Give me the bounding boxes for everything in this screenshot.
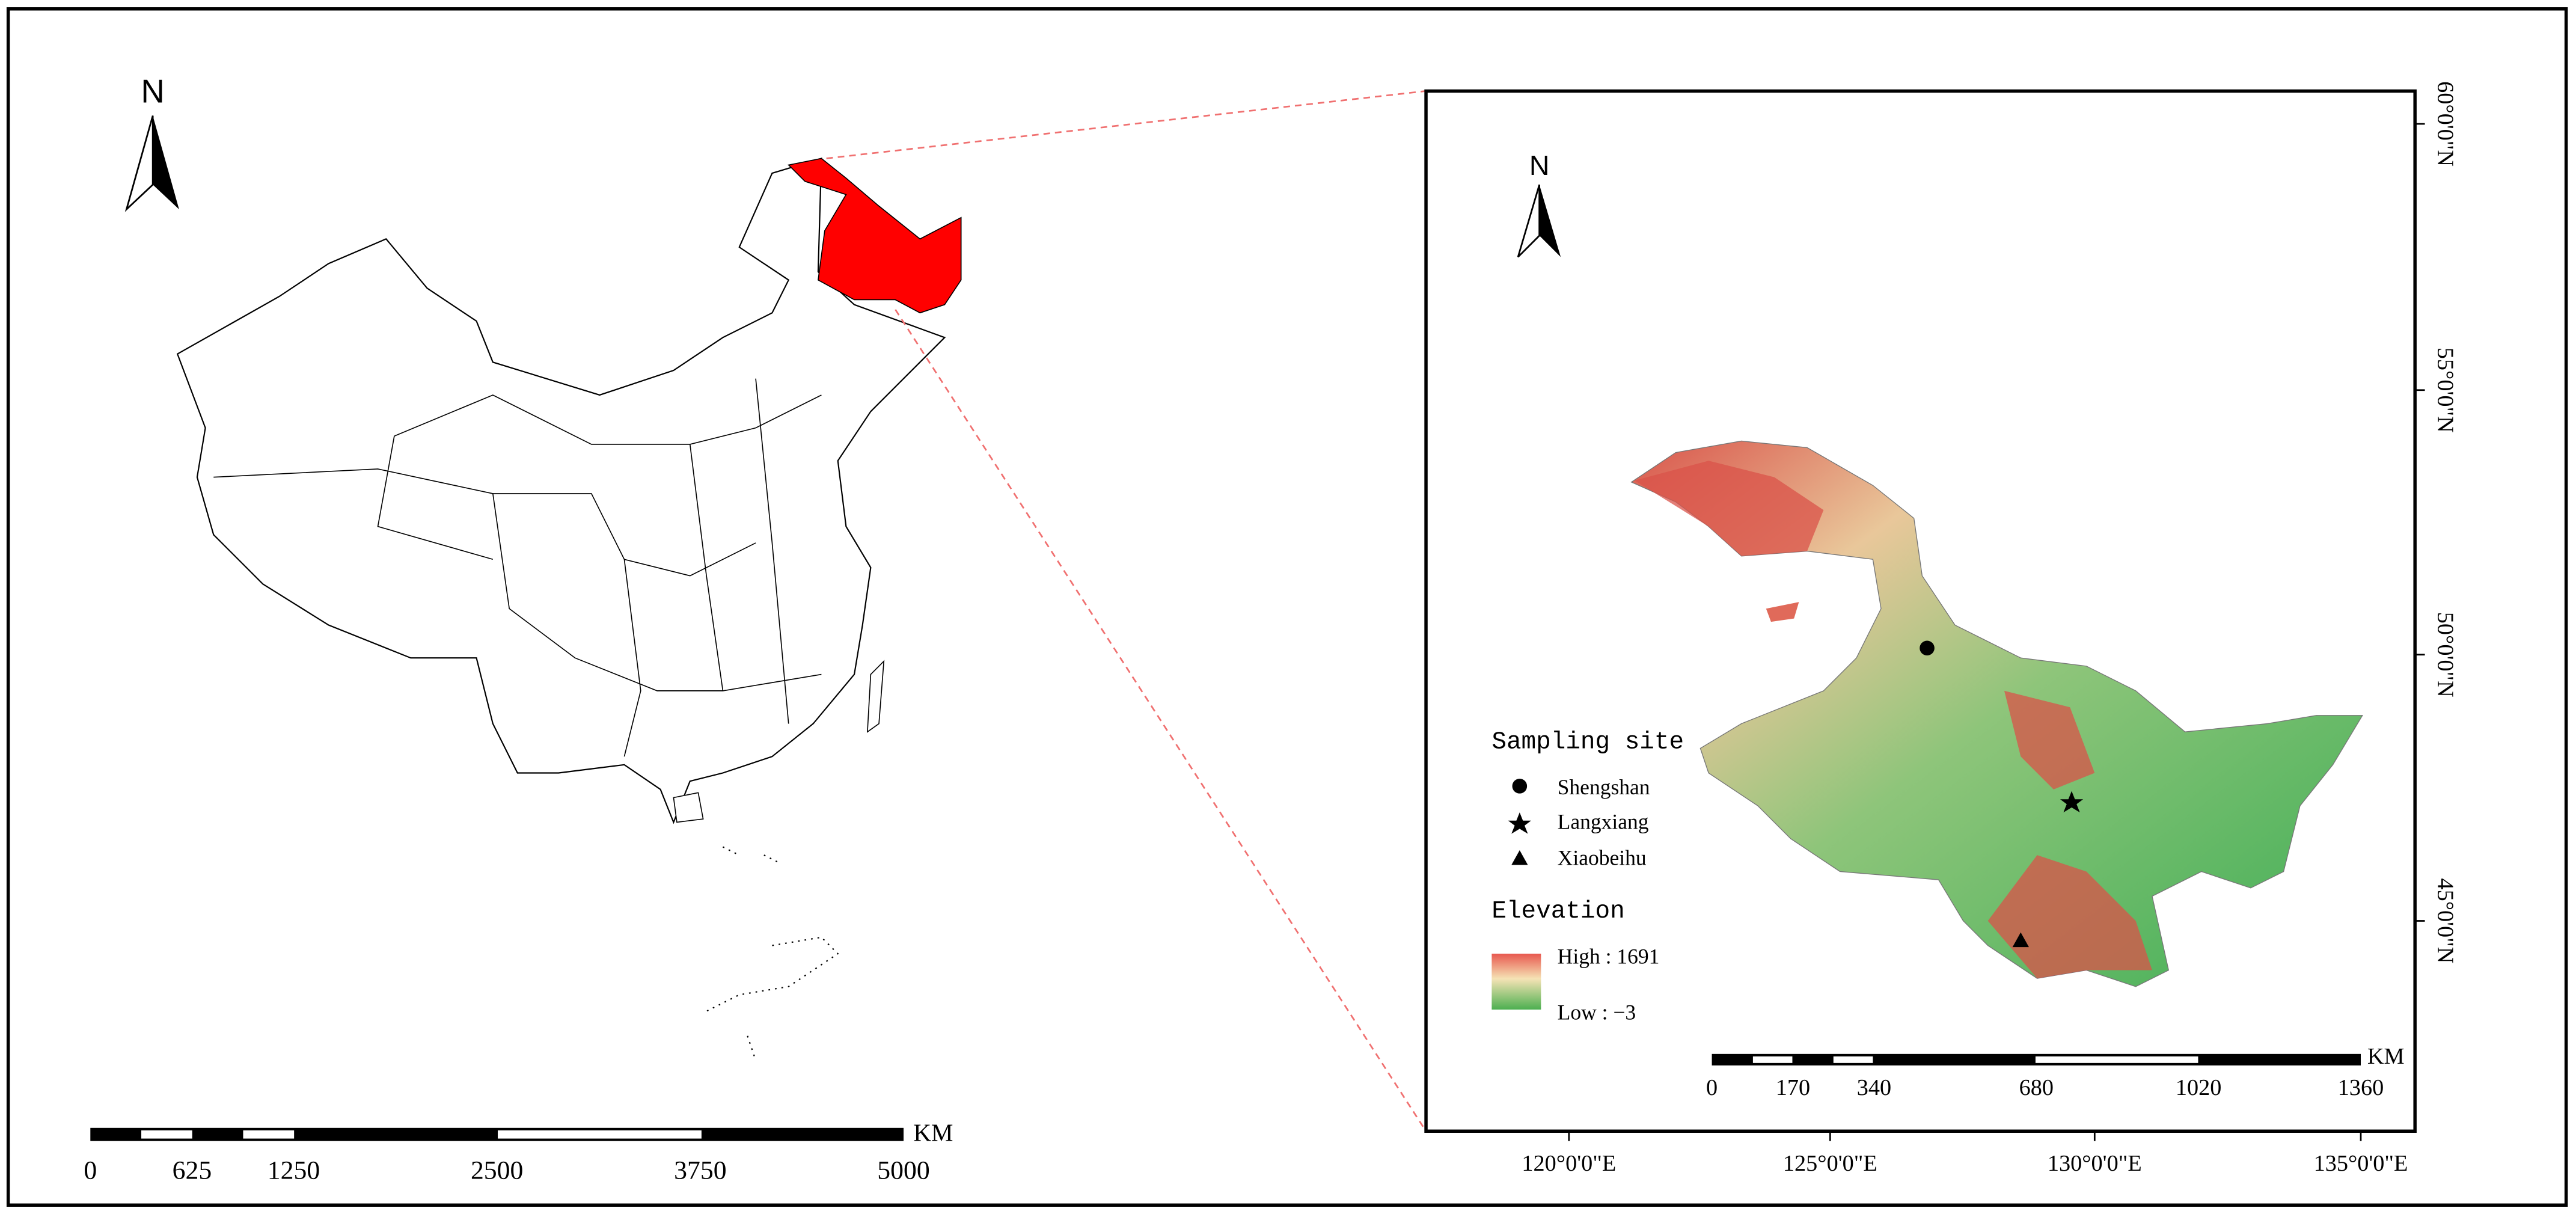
north-arrow	[124, 115, 154, 212]
province-borders	[213, 378, 822, 757]
scale-label: 680	[2019, 1075, 2054, 1100]
scale-label: 0	[1706, 1075, 1718, 1100]
scale-label: 1250	[268, 1156, 320, 1185]
legend-label: Langxiang	[1558, 809, 1649, 833]
north-label: N	[1529, 150, 1550, 181]
right-map: N Sampling site Shengshan Langxiang Xiao…	[1424, 89, 2417, 1133]
longitude-label: 125°0'0"E	[1783, 1151, 1877, 1176]
legend-title: Elevation	[1491, 898, 1624, 925]
site-marker	[2060, 791, 2084, 813]
longitude-label: 120°0'0"E	[1522, 1151, 1616, 1176]
highlight-region	[788, 158, 962, 314]
islands	[673, 660, 885, 823]
scale-unit: KM	[913, 1119, 953, 1147]
elevation-fragment	[1766, 602, 1799, 622]
longitude-label: 130°0'0"E	[2048, 1151, 2142, 1176]
connector-line	[895, 309, 1427, 1132]
scale-label: 1020	[2176, 1075, 2221, 1100]
scale-bar	[1712, 1053, 2361, 1065]
scale-label: 1360	[2338, 1075, 2384, 1100]
latitude-label: 45°0'0"N	[2432, 878, 2458, 963]
legend-marker	[1511, 850, 1528, 865]
connector-line	[826, 90, 1427, 159]
outer-border	[6, 7, 2568, 1207]
china-outline	[176, 157, 946, 824]
legend-marker	[1512, 779, 1528, 794]
legend-label: Low : −3	[1558, 1000, 1636, 1024]
south-sea-islands	[706, 846, 839, 1061]
legend-title: Sampling site	[1491, 729, 1684, 756]
legend-label: Xiaobeihu	[1558, 846, 1647, 870]
scale-label: 2500	[471, 1156, 523, 1185]
scale-label: 340	[1857, 1075, 1891, 1100]
scale-label: 5000	[877, 1156, 929, 1185]
latitude-label: 60°0'0"N	[2432, 81, 2458, 167]
site-marker	[2012, 932, 2029, 948]
legend-marker	[1508, 812, 1531, 834]
scale-label: 0	[84, 1156, 97, 1185]
scale-label: 170	[1776, 1075, 1810, 1100]
high-elevation	[1635, 461, 2152, 979]
north-label: N	[141, 73, 164, 110]
elevation-raster	[1630, 440, 2363, 987]
left-map: N KM	[90, 73, 962, 1147]
latitude-label: 50°0'0"N	[2432, 612, 2458, 697]
scale-label: 3750	[674, 1156, 726, 1185]
north-arrow	[153, 115, 179, 210]
latitude-label: 55°0'0"N	[2432, 348, 2458, 433]
elevation-ramp	[1491, 954, 1541, 1010]
scale-bar	[90, 1127, 904, 1141]
legend-label: High : 1691	[1558, 945, 1660, 969]
legend-label: Shengshan	[1558, 775, 1650, 799]
longitude-label: 135°0'0"E	[2314, 1151, 2408, 1176]
scale-label: 625	[173, 1156, 212, 1185]
scale-unit: KM	[2367, 1044, 2405, 1069]
site-marker	[1920, 640, 1935, 656]
